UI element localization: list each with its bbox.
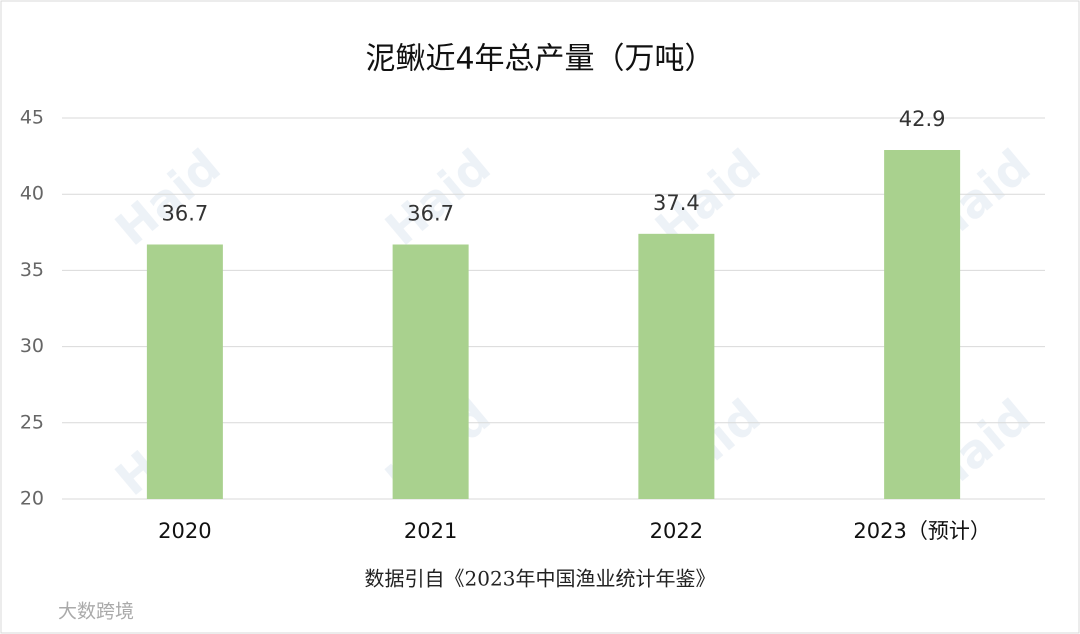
value-label: 36.7: [161, 201, 208, 225]
y-tick-label: 20: [20, 488, 44, 510]
x-tick-label: 2020: [158, 519, 211, 543]
y-tick-label: 25: [20, 411, 44, 433]
source-note: 数据引自《2023年中国渔业统计年鉴》: [365, 567, 716, 591]
y-tick-label: 45: [20, 107, 44, 129]
bar: [392, 244, 469, 499]
value-label: 42.9: [899, 107, 946, 131]
value-label: 36.7: [407, 201, 454, 225]
value-label: 37.4: [653, 191, 700, 215]
y-tick-label: 35: [20, 259, 44, 281]
bar: [638, 233, 715, 499]
bar: [884, 150, 961, 499]
x-tick-label: 2023（预计）: [853, 519, 990, 543]
y-tick-label: 40: [20, 183, 44, 205]
y-tick-label: 30: [20, 335, 44, 357]
corner-watermark: 大数跨境: [58, 601, 134, 623]
x-tick-label: 2022: [650, 519, 703, 543]
x-tick-label: 2021: [404, 519, 457, 543]
bar: [146, 244, 223, 499]
chart-title: 泥鳅近4年总产量（万吨）: [365, 42, 714, 77]
